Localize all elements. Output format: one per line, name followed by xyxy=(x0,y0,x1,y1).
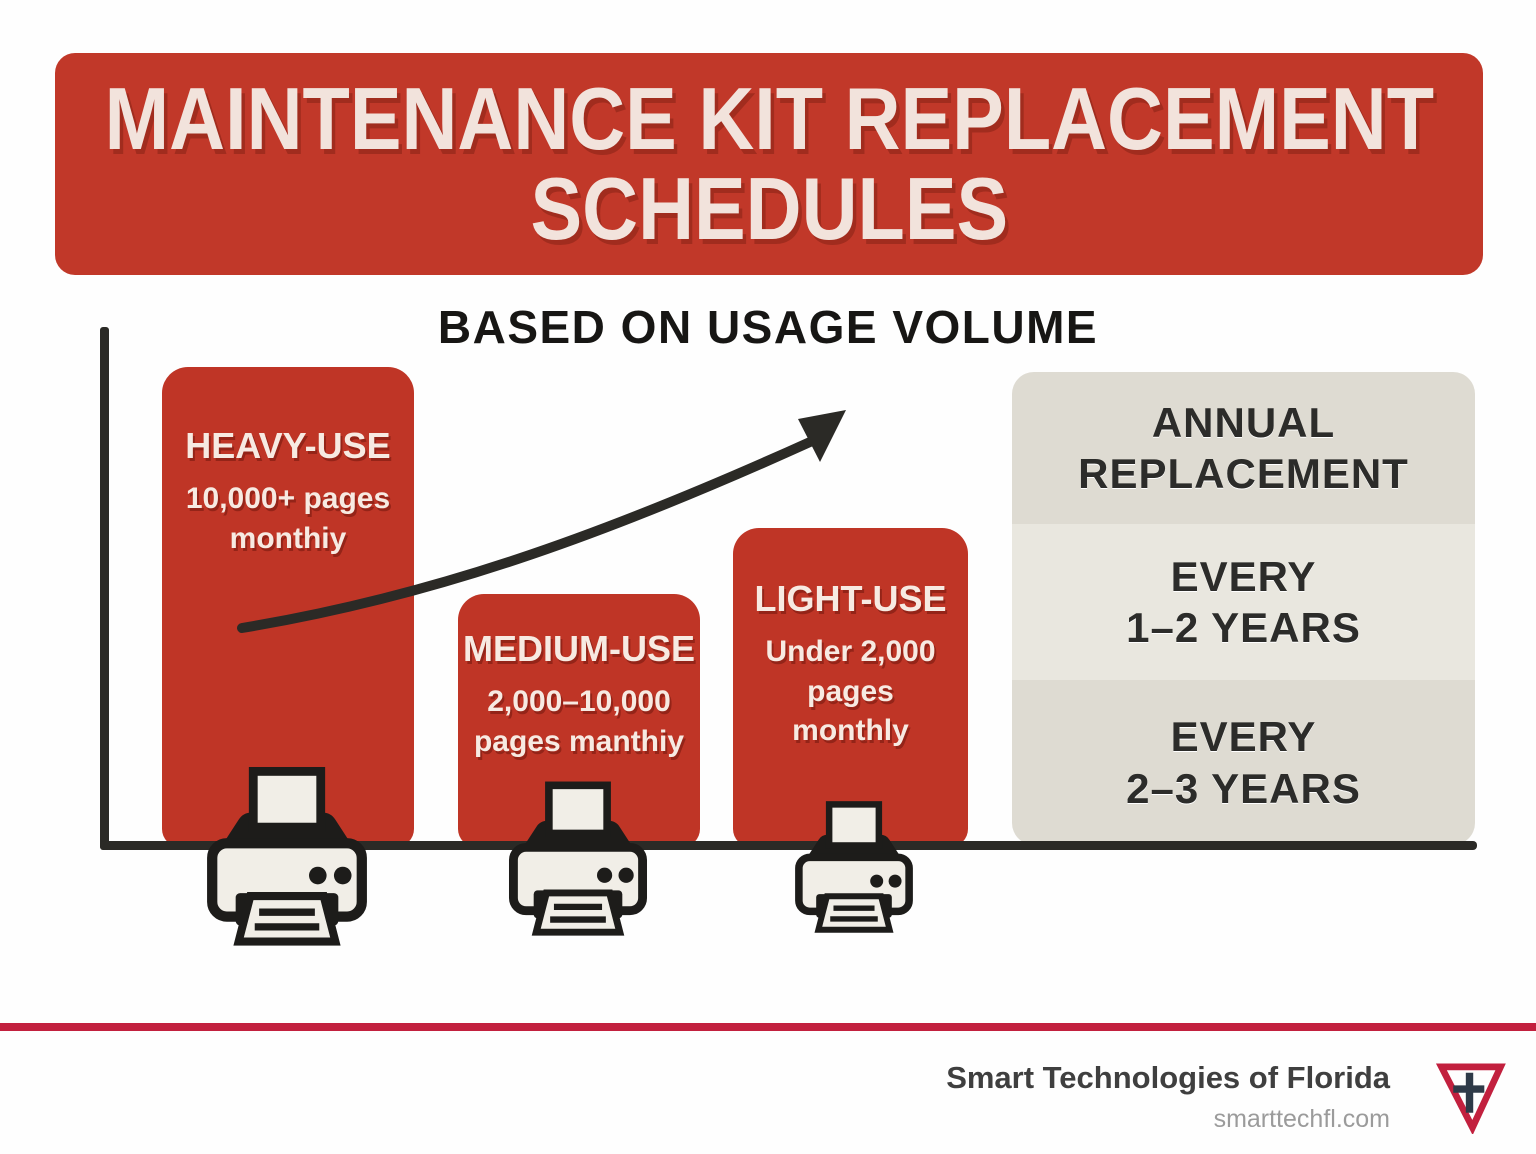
schedule-row-line: 1–2 YEARS xyxy=(1126,604,1361,651)
bar-detail-line: pages manthiy xyxy=(473,724,685,758)
y-axis xyxy=(100,327,109,850)
schedule-row-line: REPLACEMENT xyxy=(1078,450,1409,497)
bar-detail-line: Under 2,000 xyxy=(765,635,936,668)
schedule-row-2-3-years: EVERY 2–3 YEARS xyxy=(1012,680,1475,845)
schedule-row-annual: ANNUAL REPLACEMENT xyxy=(1012,372,1475,524)
printer-icon xyxy=(199,764,375,946)
chart-subtitle: BASED ON USAGE VOLUME xyxy=(437,301,1099,353)
schedule-row-line: EVERY xyxy=(1170,552,1317,600)
footer-divider xyxy=(0,1023,1536,1031)
bar-detail-line: 10,000+ pages xyxy=(185,482,391,515)
bar-detail-line: monthly xyxy=(792,714,909,748)
bar-label: LIGHT-USE xyxy=(754,578,947,619)
printer-icon xyxy=(502,779,654,936)
footer-company-name: Smart Technologies of Florida xyxy=(946,1060,1390,1095)
footer: Smart Technologies of Florida smarttechf… xyxy=(946,1060,1390,1134)
footer-website: smarttechfl.com xyxy=(1213,1105,1390,1133)
page-title-line-2: SCHEDULES xyxy=(530,159,1008,258)
smart-technologies-logo xyxy=(1435,1063,1506,1134)
schedule-row-line: EVERY xyxy=(1170,713,1317,761)
printer-icon xyxy=(789,799,919,933)
schedule-row-line: ANNUAL xyxy=(1151,398,1336,446)
schedule-row-1-2-years: EVERY 1–2 YEARS xyxy=(1012,524,1475,680)
header-banner: MAINTENANCE KIT REPLACEMENT SCHEDULES xyxy=(55,53,1483,275)
bar-label: MEDIUM-USE xyxy=(463,628,695,669)
bar-detail-line: monthiy xyxy=(229,521,347,555)
schedule-row-line: 2–3 YEARS xyxy=(1126,764,1361,812)
page-title-line-1: MAINTENANCE KIT REPLACEMENT xyxy=(104,69,1434,169)
bar-label: HEAVY-USE xyxy=(185,425,391,466)
x-axis xyxy=(100,841,1477,850)
schedule-panel: ANNUAL REPLACEMENT EVERY 1–2 YEARS EVERY… xyxy=(1012,372,1475,845)
page-title: MAINTENANCE KIT REPLACEMENT SCHEDULES xyxy=(104,74,1433,254)
bar-detail-line: 2,000–10,000 xyxy=(487,685,671,718)
bar-detail-line: pages xyxy=(807,674,894,708)
